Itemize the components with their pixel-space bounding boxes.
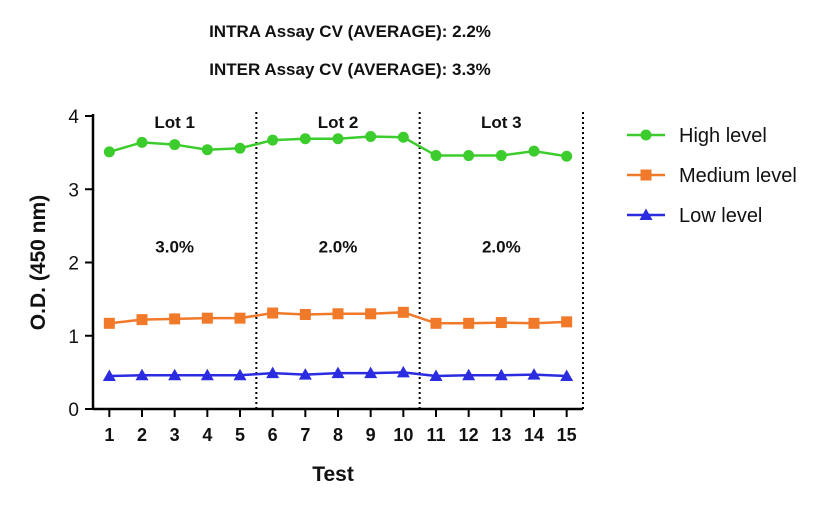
y-tick-label: 2 — [68, 254, 79, 275]
data-point-medium-level — [201, 312, 213, 324]
data-point-medium-level — [463, 317, 475, 329]
data-point-high-level — [267, 134, 279, 146]
data-point-high-level — [201, 144, 213, 156]
x-tick-label: 1 — [104, 425, 114, 445]
data-point-low-level — [527, 368, 541, 380]
data-point-high-level — [234, 142, 246, 154]
x-tick-label: 2 — [137, 425, 147, 445]
x-tick-label: 13 — [491, 425, 511, 445]
x-tick-label: 12 — [459, 425, 479, 445]
data-point-low-level — [102, 369, 116, 382]
legend-marker-high-level — [640, 129, 652, 141]
data-point-high-level — [561, 150, 573, 162]
data-point-low-level — [494, 368, 508, 381]
data-point-medium-level — [267, 307, 279, 319]
legend-marker-low-level — [639, 208, 653, 220]
data-point-high-level — [430, 150, 442, 162]
data-point-high-level — [136, 136, 148, 148]
data-point-high-level — [495, 150, 507, 162]
x-tick-label: 9 — [366, 425, 376, 445]
data-point-low-level — [200, 368, 214, 381]
data-point-high-level — [169, 139, 181, 151]
data-point-high-level — [103, 146, 115, 158]
x-axis-label: Test — [312, 463, 354, 486]
data-point-medium-level — [430, 317, 442, 329]
data-point-low-level — [135, 368, 149, 381]
x-tick-label: 11 — [426, 425, 445, 445]
legend-label-low-level: Low level — [679, 205, 762, 227]
lot-label: Lot 1 — [154, 113, 195, 132]
data-point-medium-level — [234, 312, 246, 324]
data-point-medium-level — [103, 317, 115, 329]
x-tick-label: 3 — [170, 425, 180, 445]
data-point-medium-level — [332, 308, 344, 320]
data-point-high-level — [528, 145, 540, 157]
y-axis-label: O.D. (450 nm) — [27, 195, 50, 330]
lot-cv-label: 3.0% — [155, 237, 194, 256]
data-point-low-level — [331, 366, 345, 379]
intra-assay-cv-text: INTRA Assay CV (AVERAGE): 2.2% — [209, 22, 491, 41]
data-point-low-level — [298, 368, 312, 380]
x-tick-label: 15 — [557, 425, 577, 445]
y-tick-label: 4 — [68, 107, 79, 128]
legend-label-high-level: High level — [679, 125, 767, 147]
data-point-low-level — [429, 369, 443, 382]
data-point-high-level — [463, 150, 475, 162]
data-point-medium-level — [561, 316, 573, 328]
data-point-medium-level — [397, 306, 409, 318]
data-point-medium-level — [495, 317, 507, 329]
lot-label: Lot 3 — [481, 113, 522, 132]
data-point-low-level — [233, 368, 247, 381]
lot-label: Lot 2 — [318, 113, 359, 132]
data-point-low-level — [364, 366, 378, 379]
data-point-medium-level — [299, 309, 311, 321]
data-point-low-level — [560, 369, 574, 382]
x-tick-label: 14 — [524, 425, 544, 445]
x-tick-label: 6 — [268, 425, 278, 445]
x-tick-label: 10 — [393, 425, 413, 445]
data-point-high-level — [365, 131, 377, 143]
data-point-high-level — [299, 133, 311, 145]
legend-marker-medium-level — [640, 169, 652, 181]
x-tick-label: 4 — [202, 425, 212, 445]
y-tick-label: 3 — [68, 180, 79, 201]
data-point-medium-level — [136, 314, 148, 326]
data-point-medium-level — [528, 317, 540, 329]
data-point-low-level — [168, 368, 182, 381]
x-tick-label: 8 — [333, 425, 343, 445]
y-tick-label: 0 — [68, 400, 79, 421]
legend-label-medium-level: Medium level — [679, 165, 797, 187]
y-tick-label: 1 — [68, 327, 79, 348]
data-point-low-level — [266, 366, 280, 379]
lot-cv-label: 2.0% — [482, 237, 521, 256]
x-tick-label: 7 — [300, 425, 310, 445]
data-point-medium-level — [365, 308, 377, 320]
data-point-high-level — [397, 131, 409, 143]
data-point-low-level — [396, 365, 410, 378]
inter-assay-cv-text: INTER Assay CV (AVERAGE): 3.3% — [209, 60, 491, 79]
data-point-medium-level — [169, 313, 181, 325]
data-point-high-level — [332, 133, 344, 145]
lot-cv-label: 2.0% — [319, 237, 358, 256]
data-point-low-level — [462, 368, 476, 381]
x-tick-label: 5 — [235, 425, 245, 445]
